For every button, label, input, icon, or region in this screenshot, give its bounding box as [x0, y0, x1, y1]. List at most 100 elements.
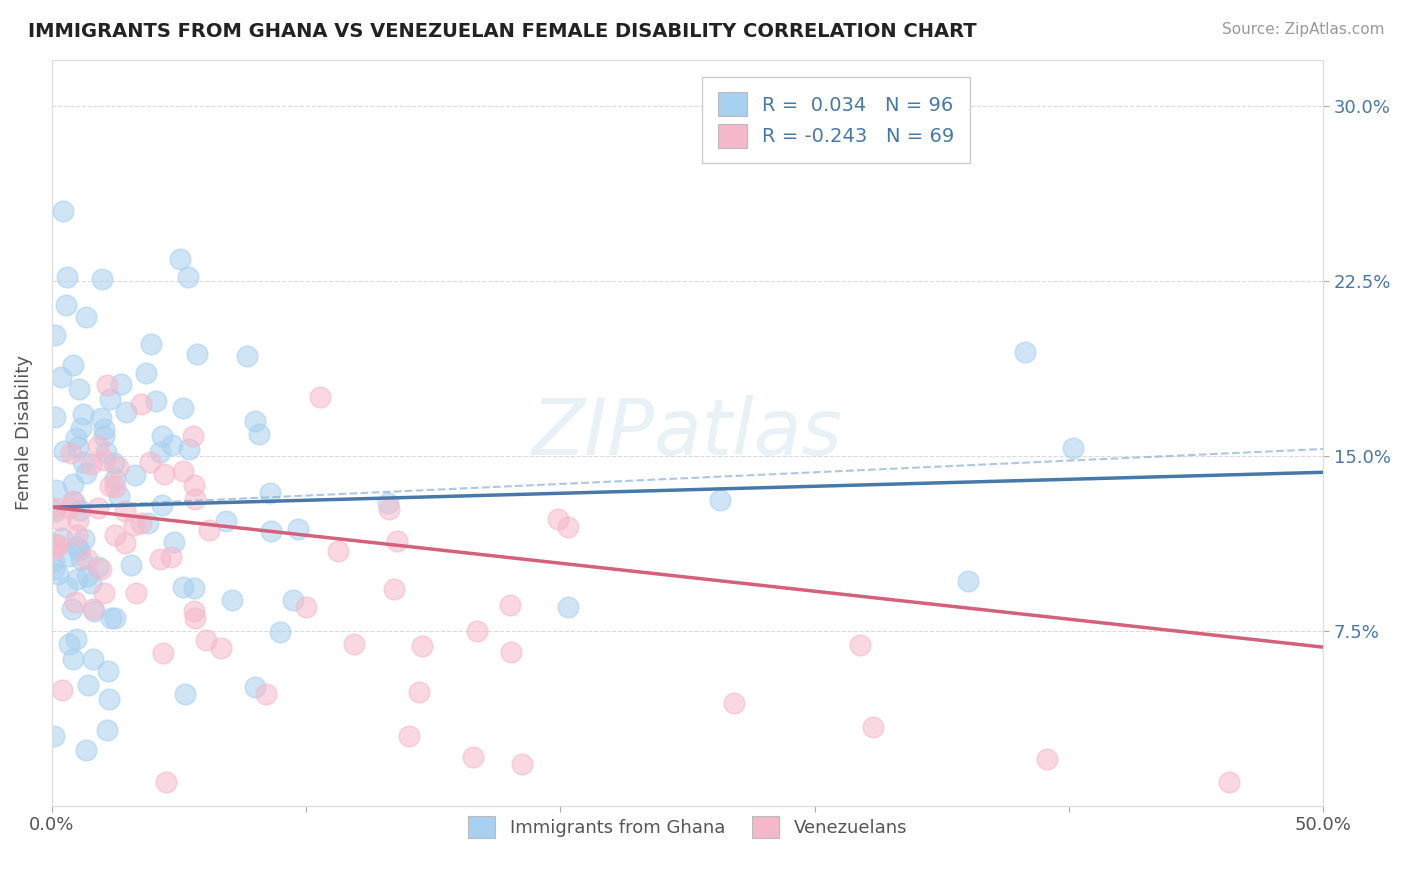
Point	[65, 431, 87, 445]
Legend: Immigrants from Ghana, Venezuelans: Immigrants from Ghana, Venezuelans	[461, 809, 914, 846]
Point	[90, 411, 112, 425]
Point	[177, 442, 200, 457]
Point	[387, 534, 409, 549]
Point	[198, 523, 221, 537]
Point	[243, 681, 266, 695]
Point	[249, 427, 271, 442]
Point	[557, 520, 579, 534]
Point	[44, 327, 66, 342]
Point	[66, 540, 89, 554]
Point	[67, 543, 90, 558]
Point	[160, 549, 183, 564]
Point	[287, 522, 309, 536]
Point	[75, 743, 97, 757]
Point	[75, 310, 97, 325]
Point	[104, 480, 127, 494]
Point	[129, 397, 152, 411]
Point	[90, 562, 112, 576]
Text: ZIPatlas: ZIPatlas	[531, 394, 844, 471]
Point	[60, 602, 83, 616]
Point	[115, 405, 138, 419]
Point	[125, 586, 148, 600]
Point	[141, 336, 163, 351]
Point	[69, 503, 91, 517]
Point	[1036, 752, 1059, 766]
Point	[183, 477, 205, 491]
Point	[1218, 775, 1240, 789]
Point	[184, 610, 207, 624]
Point	[98, 479, 121, 493]
Point	[547, 512, 569, 526]
Point	[510, 756, 533, 771]
Point	[44, 537, 66, 551]
Point	[66, 573, 89, 587]
Point	[194, 632, 217, 647]
Point	[378, 502, 401, 516]
Point	[87, 439, 110, 453]
Point	[862, 720, 884, 734]
Point	[149, 552, 172, 566]
Point	[72, 407, 94, 421]
Point	[65, 632, 87, 646]
Point	[186, 347, 208, 361]
Point	[67, 382, 90, 396]
Point	[93, 586, 115, 600]
Point	[93, 453, 115, 467]
Point	[215, 515, 238, 529]
Point	[254, 688, 277, 702]
Point	[82, 602, 104, 616]
Point	[152, 646, 174, 660]
Point	[129, 516, 152, 530]
Point	[62, 358, 84, 372]
Point	[956, 574, 979, 588]
Point	[467, 624, 489, 639]
Point	[98, 392, 121, 407]
Point	[849, 638, 872, 652]
Point	[72, 532, 94, 546]
Point	[114, 504, 136, 518]
Point	[62, 476, 84, 491]
Point	[97, 664, 120, 678]
Point	[155, 775, 177, 789]
Point	[52, 203, 75, 218]
Point	[114, 536, 136, 550]
Point	[62, 493, 84, 508]
Point	[104, 527, 127, 541]
Point	[48, 538, 70, 552]
Point	[75, 467, 97, 481]
Point	[51, 683, 73, 698]
Text: IMMIGRANTS FROM GHANA VS VENEZUELAN FEMALE DISABILITY CORRELATION CHART: IMMIGRANTS FROM GHANA VS VENEZUELAN FEMA…	[28, 22, 977, 41]
Point	[93, 422, 115, 436]
Point	[44, 542, 66, 557]
Point	[172, 463, 194, 477]
Point	[308, 390, 330, 404]
Point	[172, 401, 194, 415]
Point	[76, 552, 98, 566]
Y-axis label: Female Disability: Female Disability	[15, 355, 32, 510]
Point	[82, 652, 104, 666]
Text: Source: ZipAtlas.com: Source: ZipAtlas.com	[1222, 22, 1385, 37]
Point	[72, 455, 94, 469]
Point	[55, 269, 77, 284]
Point	[499, 645, 522, 659]
Point	[269, 625, 291, 640]
Point	[183, 604, 205, 618]
Point	[69, 552, 91, 566]
Point	[52, 443, 75, 458]
Point	[382, 582, 405, 597]
Point	[124, 468, 146, 483]
Point	[65, 595, 87, 609]
Point	[62, 495, 84, 509]
Point	[55, 297, 77, 311]
Point	[100, 611, 122, 625]
Point	[66, 513, 89, 527]
Point	[138, 455, 160, 469]
Point	[83, 604, 105, 618]
Point	[86, 500, 108, 515]
Point	[221, 593, 243, 607]
Point	[77, 678, 100, 692]
Point	[260, 524, 283, 538]
Point	[150, 498, 173, 512]
Point	[62, 651, 84, 665]
Point	[236, 349, 259, 363]
